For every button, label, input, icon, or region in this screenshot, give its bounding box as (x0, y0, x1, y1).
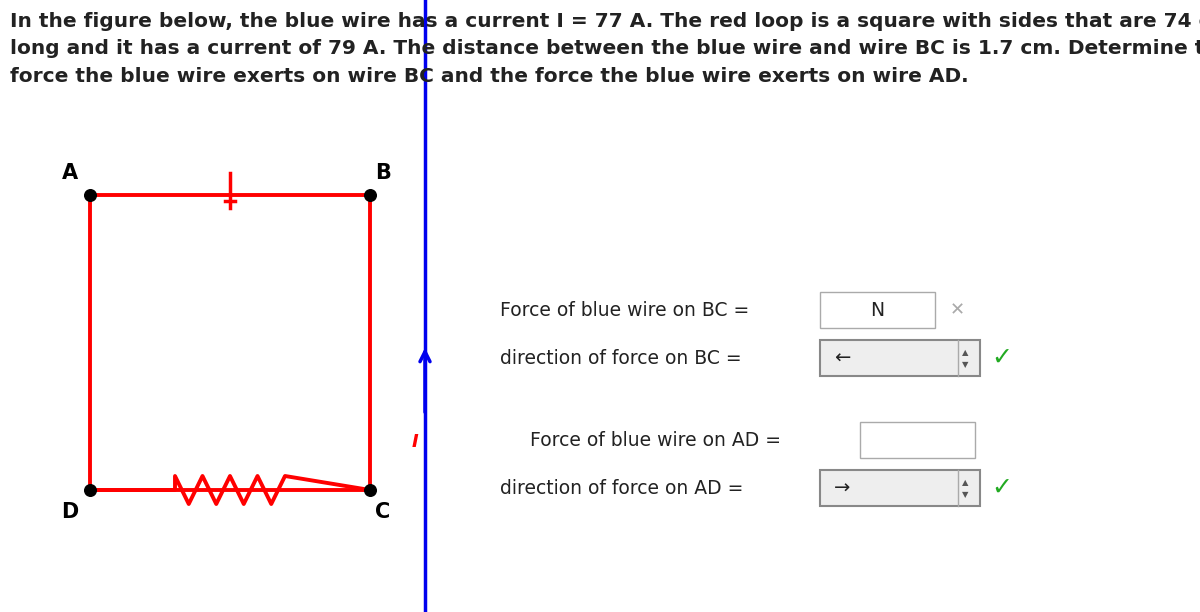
Text: In the figure below, the blue wire has a current I = 77 A. The red loop is a squ: In the figure below, the blue wire has a… (10, 12, 1200, 86)
Text: Force of blue wire on AD =: Force of blue wire on AD = (530, 430, 781, 449)
Point (80, 190, 100, 200)
Text: I: I (412, 433, 419, 451)
Bar (820, 470, 980, 506)
Text: Force of blue wire on BC =: Force of blue wire on BC = (500, 300, 749, 319)
Text: ✓: ✓ (991, 346, 1013, 370)
Bar (820, 292, 935, 328)
Text: ▼: ▼ (961, 490, 968, 499)
Text: ▲: ▲ (961, 479, 968, 488)
Text: direction of force on AD =: direction of force on AD = (500, 479, 743, 498)
Text: B: B (374, 163, 391, 183)
Text: ▼: ▼ (961, 360, 968, 370)
Bar (820, 340, 980, 376)
Text: N: N (870, 300, 884, 319)
Bar (860, 422, 974, 458)
Text: A: A (62, 163, 78, 183)
Text: direction of force on BC =: direction of force on BC = (500, 348, 742, 367)
Text: ▲: ▲ (961, 348, 968, 357)
Text: C: C (374, 502, 390, 522)
Point (80, 485, 100, 495)
Text: ✕: ✕ (949, 301, 965, 319)
Text: D: D (61, 502, 78, 522)
Text: ←: ← (834, 348, 851, 367)
Text: ✓: ✓ (991, 476, 1013, 500)
Text: →: → (834, 479, 851, 498)
Point (360, 190, 379, 200)
Point (360, 485, 379, 495)
